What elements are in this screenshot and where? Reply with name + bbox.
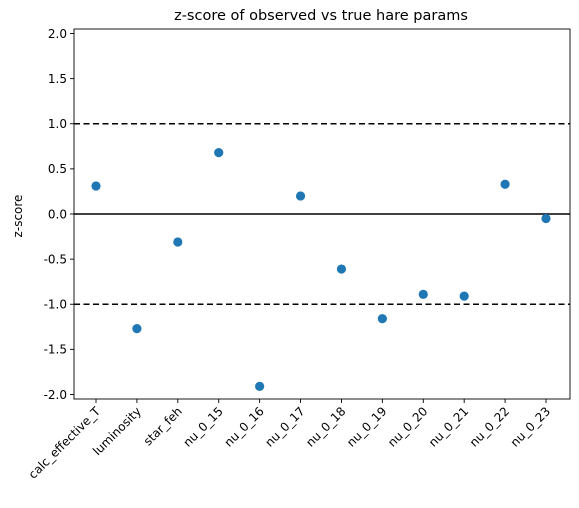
y-tick-label: -2.0 (44, 388, 67, 402)
y-tick-label: 1.0 (48, 117, 67, 131)
y-axis-label: z-score (11, 195, 25, 238)
data-point-nu_0_15 (214, 148, 223, 157)
y-tick-label: 0.0 (48, 207, 67, 221)
y-tick-label: 1.5 (48, 72, 67, 86)
data-point-nu_0_22 (500, 180, 509, 189)
y-tick-label: 0.5 (48, 162, 67, 176)
data-point-nu_0_16 (255, 382, 264, 391)
y-tick-label: -0.5 (44, 252, 67, 266)
data-point-calc_effective_T (91, 181, 100, 190)
data-point-luminosity (132, 324, 141, 333)
data-point-nu_0_20 (419, 290, 428, 299)
y-tick-label: 2.0 (48, 27, 67, 41)
data-point-nu_0_18 (337, 264, 346, 273)
data-point-star_feh (173, 237, 182, 246)
chart-title: z-score of observed vs true hare params (174, 8, 468, 24)
y-tick-label: -1.0 (44, 298, 67, 312)
data-point-nu_0_17 (296, 191, 305, 200)
y-tick-label: -1.5 (44, 343, 67, 357)
data-point-nu_0_23 (541, 214, 550, 223)
data-point-nu_0_19 (378, 314, 387, 323)
data-point-nu_0_21 (460, 292, 469, 301)
